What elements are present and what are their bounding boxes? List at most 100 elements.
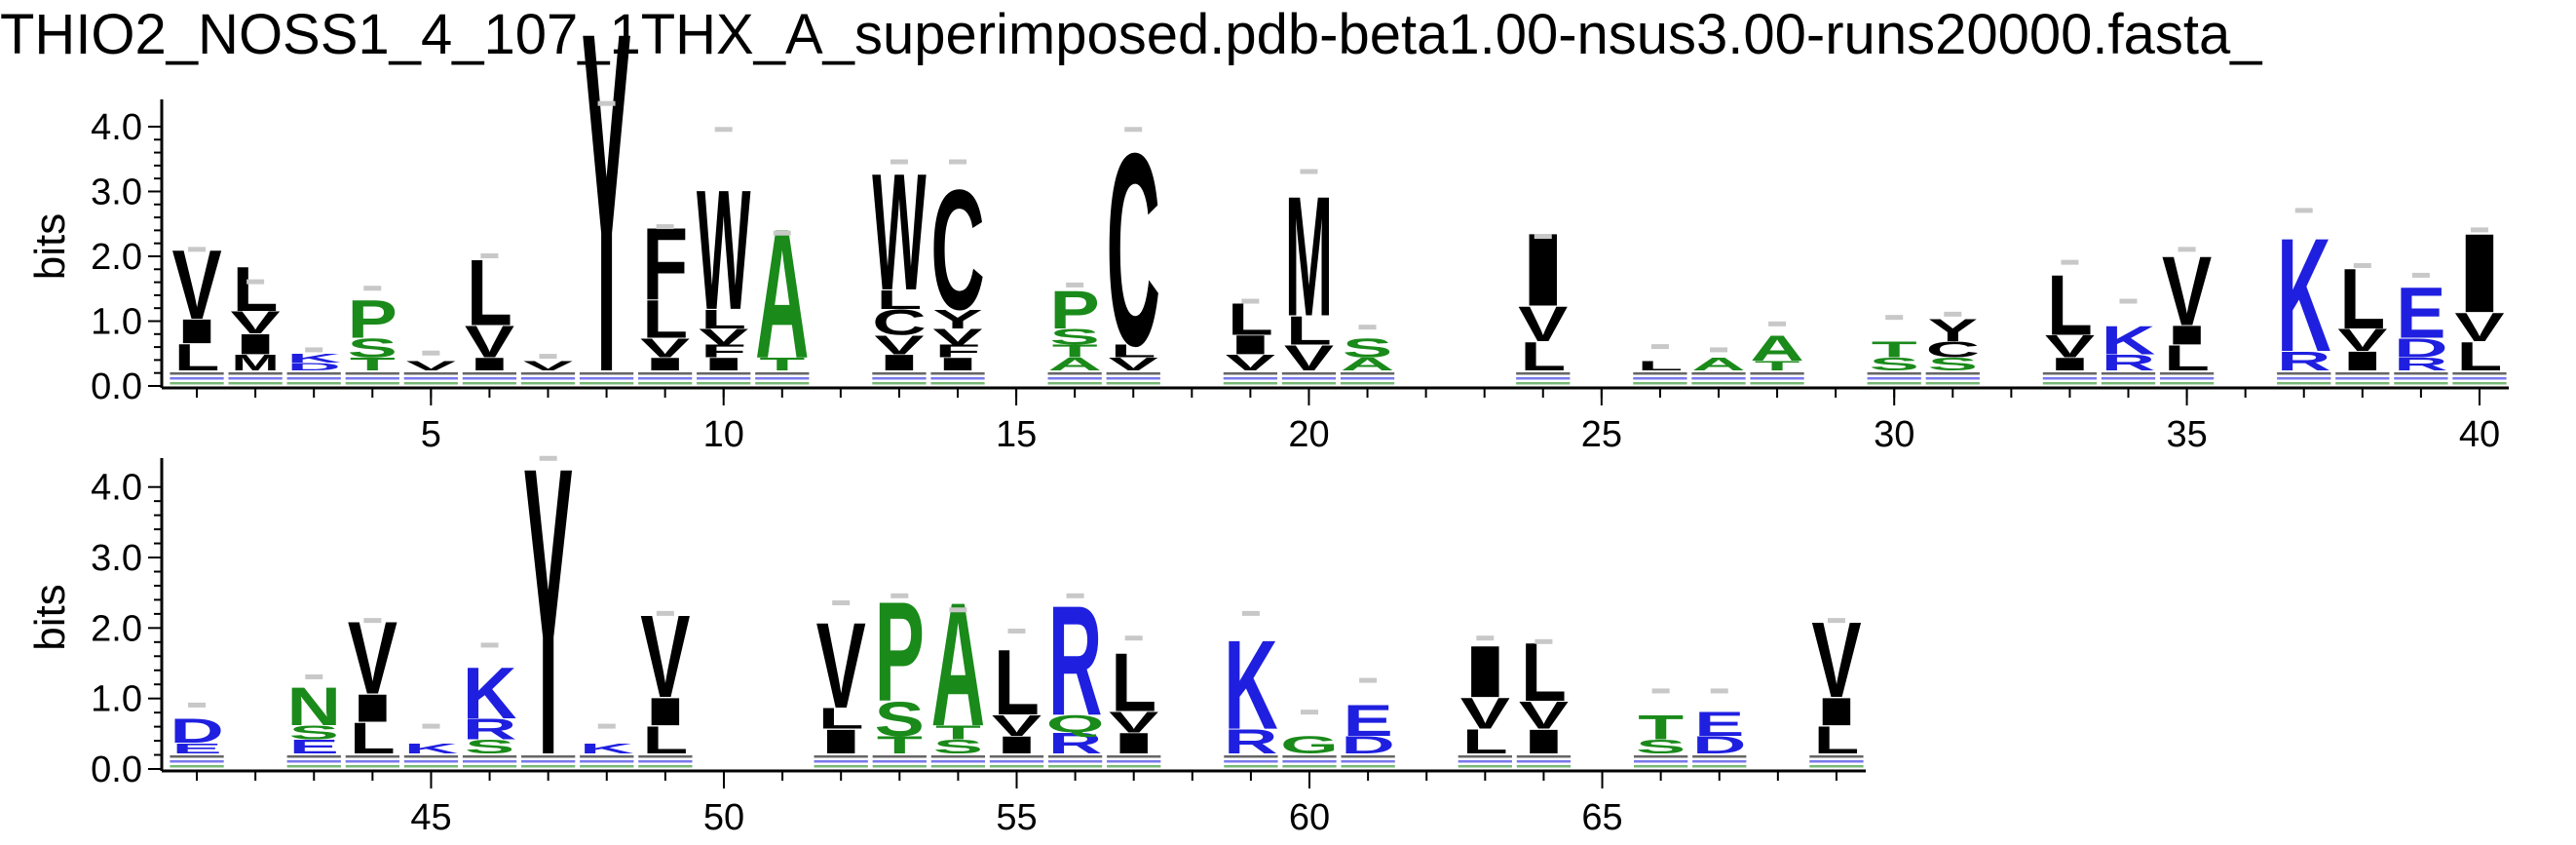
residue-trace: [2042, 372, 2098, 375]
residue-trace: [1516, 755, 1572, 758]
residue-R-glyph: R: [1224, 722, 1277, 760]
residue-I-glyph: I: [2335, 346, 2389, 376]
residue-F-glyph: F: [935, 341, 981, 362]
residue-trace: [1925, 377, 1980, 380]
residue-C-glyph: C: [872, 302, 926, 343]
residue-trace: [755, 372, 810, 375]
error-bar: [2470, 227, 2488, 233]
residue-T-glyph: T: [759, 354, 805, 374]
residue-E-glyph: E: [171, 740, 221, 756]
residue-V-glyph: V: [523, 358, 573, 373]
residue-R-glyph: R: [2277, 347, 2330, 377]
residue-Y-glyph: Y: [582, 0, 631, 474]
residue-trace: [1341, 755, 1395, 758]
residue-trace: [1281, 382, 1337, 385]
residue-trace: [1750, 377, 1804, 380]
residue-trace: [1340, 377, 1395, 380]
residue-trace: [930, 755, 986, 758]
residue-trace: [1281, 372, 1337, 375]
residue-V-glyph: V: [1109, 706, 1158, 739]
residue-trace: [1692, 755, 1747, 758]
x-tick-label: 10: [703, 414, 744, 455]
residue-I-glyph: I: [638, 354, 692, 374]
residue-V-glyph: V: [465, 318, 514, 367]
error-bar: [188, 247, 207, 252]
residue-K-glyph: K: [463, 652, 517, 734]
residue-trace: [2277, 377, 2331, 380]
error-bar: [949, 607, 967, 613]
residue-trace: [345, 755, 400, 758]
residue-trace: [521, 760, 576, 763]
residue-trace: [814, 760, 868, 763]
y-axis-title: bits: [26, 213, 74, 280]
residue-trace: [1633, 382, 1687, 385]
residue-trace: [170, 382, 224, 385]
residue-E-glyph: E: [1344, 697, 1393, 746]
residue-A-glyph: A: [1691, 354, 1745, 374]
residue-trace: [579, 382, 634, 385]
residue-Y-glyph: Y: [932, 304, 982, 334]
residue-trace: [520, 377, 576, 380]
residue-R-glyph: R: [463, 713, 516, 747]
residue-trace: [1516, 382, 1571, 385]
x-tick-label: 55: [996, 797, 1037, 838]
residue-trace: [2335, 382, 2390, 385]
residue-trace: [345, 382, 399, 385]
error-bar: [1358, 325, 1377, 330]
residue-T-glyph: T: [1755, 358, 1800, 373]
residue-S-glyph: S: [1050, 325, 1100, 350]
error-bar: [1650, 344, 1669, 350]
residue-trace: [872, 382, 927, 385]
residue-trace: [1106, 372, 1160, 375]
residue-I-glyph: I: [638, 690, 692, 734]
error-bar: [188, 702, 207, 708]
residue-trace: [228, 382, 283, 385]
residue-I-glyph: I: [2043, 354, 2097, 374]
residue-trace: [2101, 372, 2156, 375]
residue-trace: [2452, 382, 2507, 385]
residue-V-glyph: V: [1519, 694, 1569, 738]
error-bar: [539, 455, 557, 461]
residue-trace: [872, 372, 927, 375]
residue-trace: [2452, 372, 2507, 375]
residue-trace: [1106, 382, 1160, 385]
residue-V-glyph: V: [992, 710, 1042, 743]
error-bar: [539, 354, 557, 360]
residue-N-glyph: N: [287, 677, 341, 738]
residue-R-glyph: R: [1048, 727, 1102, 760]
residue-I-glyph: I: [1810, 690, 1864, 734]
residue-K-glyph: K: [580, 740, 634, 756]
residue-R-glyph: R: [2102, 351, 2155, 376]
residue-V-glyph: V: [1109, 354, 1158, 374]
residue-trace: [286, 755, 341, 758]
residue-trace: [403, 760, 459, 763]
x-tick-label: 25: [1581, 414, 1622, 455]
residue-trace: [872, 377, 927, 380]
residue-trace: [579, 372, 634, 375]
residue-I-glyph: I: [1458, 631, 1512, 712]
residue-trace: [1282, 765, 1337, 768]
residue-trace: [2101, 382, 2156, 385]
residue-trace: [697, 382, 751, 385]
residue-trace: [2277, 382, 2331, 385]
residue-S-glyph: S: [1870, 354, 1919, 374]
residue-S-glyph: S: [933, 736, 983, 758]
residue-L-glyph: L: [876, 285, 922, 315]
residue-D-glyph: D: [1341, 732, 1394, 759]
error-bar: [480, 642, 499, 648]
residue-I-glyph: I: [229, 328, 283, 361]
residue-trace: [1282, 755, 1337, 758]
error-bar: [1944, 311, 1962, 317]
residue-T-glyph: T: [935, 721, 981, 744]
residue-trace: [2101, 377, 2156, 380]
error-bar: [656, 610, 674, 616]
residue-I-glyph: I: [873, 350, 927, 375]
residue-trace: [170, 377, 224, 380]
residue-L-glyph: L: [701, 304, 746, 334]
residue-V-glyph: V: [932, 325, 982, 350]
residue-trace: [1281, 377, 1337, 380]
residue-trace: [930, 765, 986, 768]
residue-V-glyph: V: [406, 358, 456, 373]
error-bar: [1124, 635, 1143, 641]
